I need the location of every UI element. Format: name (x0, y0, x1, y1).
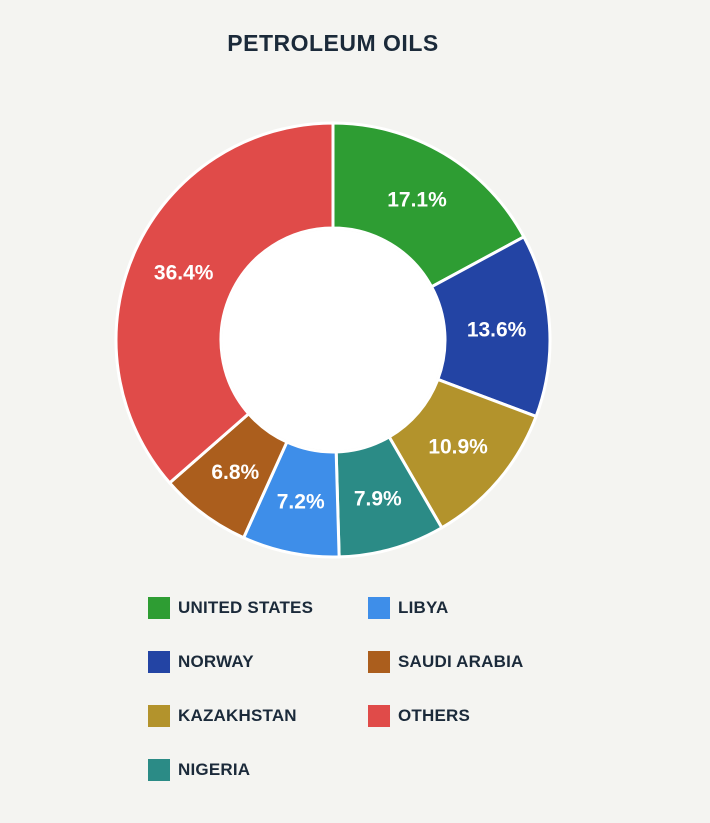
slice-value-label: 17.1% (387, 189, 447, 212)
legend-label: NIGERIA (178, 760, 251, 779)
legend-column: LIBYA SAUDI ARABIA OTHERS (368, 596, 588, 812)
legend-swatch-icon (148, 651, 170, 673)
slice-value-label: 7.2% (277, 490, 325, 513)
legend-swatch-icon (148, 705, 170, 727)
pie-slice-united-states (331, 121, 526, 289)
slice-value-label: 10.9% (428, 436, 488, 459)
legend-label: LIBYA (398, 598, 449, 617)
donut-chart: 17.1% 13.6% 10.9% 7.9% 7.2% 6.8% 36.4% (114, 121, 552, 559)
pie-slice-others (114, 121, 335, 485)
legend-swatch-icon (148, 759, 170, 781)
legend-label: SAUDI ARABIA (398, 652, 524, 671)
pie-slice-norway (430, 235, 552, 418)
donut-hole (222, 229, 444, 451)
legend: UNITED STATES NORWAY KAZAKHSTAN NIGERIA LIBY… (148, 596, 588, 812)
legend-swatch-icon (368, 705, 390, 727)
slice-value-label: 6.8% (211, 461, 259, 484)
legend-item-kazakhstan: KAZAKHSTAN (148, 704, 368, 728)
slice-value-label: 36.4% (154, 262, 214, 285)
legend-label: UNITED STATES (178, 598, 314, 617)
legend-label: KAZAKHSTAN (178, 706, 297, 725)
legend-item-libya: LIBYA (368, 596, 588, 620)
legend-label: OTHERS (398, 706, 471, 725)
chart-title: PETROLEUM OILS (227, 30, 439, 56)
legend-item-norway: NORWAY (148, 650, 368, 674)
slice-value-label: 13.6% (467, 318, 527, 341)
legend-item-nigeria: NIGERIA (148, 758, 368, 782)
legend-column: UNITED STATES NORWAY KAZAKHSTAN NIGERIA (148, 596, 368, 812)
legend-item-others: OTHERS (368, 704, 588, 728)
legend-swatch-icon (148, 597, 170, 619)
legend-swatch-icon (368, 597, 390, 619)
slice-value-label: 7.9% (354, 487, 402, 510)
legend-label: NORWAY (178, 652, 254, 671)
legend-item-saudi-arabia: SAUDI ARABIA (368, 650, 588, 674)
legend-swatch-icon (368, 651, 390, 673)
legend-item-united-states: UNITED STATES (148, 596, 368, 620)
